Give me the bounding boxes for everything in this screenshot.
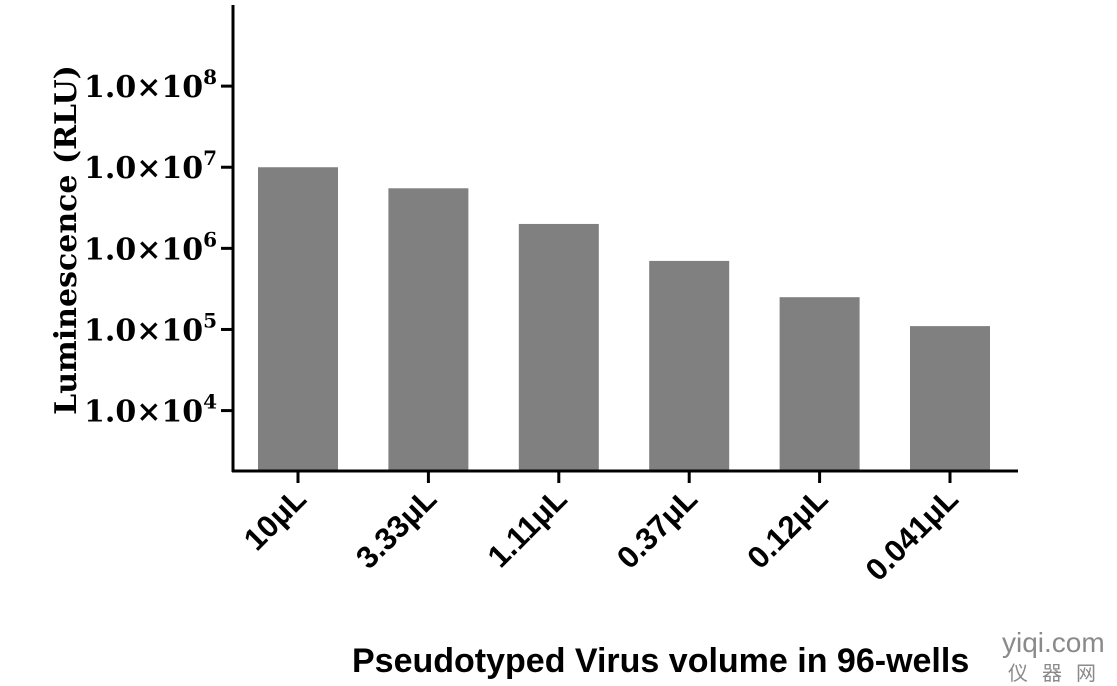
bars-group: [258, 167, 990, 471]
y-tick-label: 1.0×104: [84, 390, 217, 430]
x-ticks-group: 10μL 3.33μL 1.11μL 0.37μL 0.12μL 0.041μL: [237, 471, 965, 588]
watermark-text: yiqi.com: [1002, 627, 1105, 658]
bar: [649, 260, 730, 471]
bar: [518, 223, 599, 471]
x-tick-label: 10μL: [237, 481, 313, 557]
watermark-subtext: 仪器网: [1008, 661, 1110, 685]
x-axis-label: Pseudotyped Virus volume in 96-wells: [352, 642, 969, 680]
x-tick-label: 1.11μL: [481, 481, 574, 574]
x-tick-label: 0.37μL: [610, 481, 704, 575]
y-ticks-group: 1.0×104 1.0×105 1.0×106 1.0×107 1.0×108: [84, 65, 233, 430]
y-tick-label: 1.0×108: [84, 65, 217, 105]
bar: [258, 167, 338, 471]
axes-group: [231, 5, 1018, 473]
bar: [910, 326, 990, 471]
x-tick-label: 0.12μL: [740, 481, 834, 575]
x-tick-label: 3.33μL: [349, 481, 443, 575]
x-tick-label: 0.041μL: [859, 481, 965, 587]
bar: [388, 188, 469, 471]
y-tick-label: 1.0×106: [84, 227, 217, 267]
y-tick-label: 1.0×107: [84, 146, 217, 186]
bar: [779, 297, 860, 471]
y-tick-label: 1.0×105: [84, 308, 217, 348]
y-axis-label: Luminescence (RLU): [49, 65, 84, 415]
